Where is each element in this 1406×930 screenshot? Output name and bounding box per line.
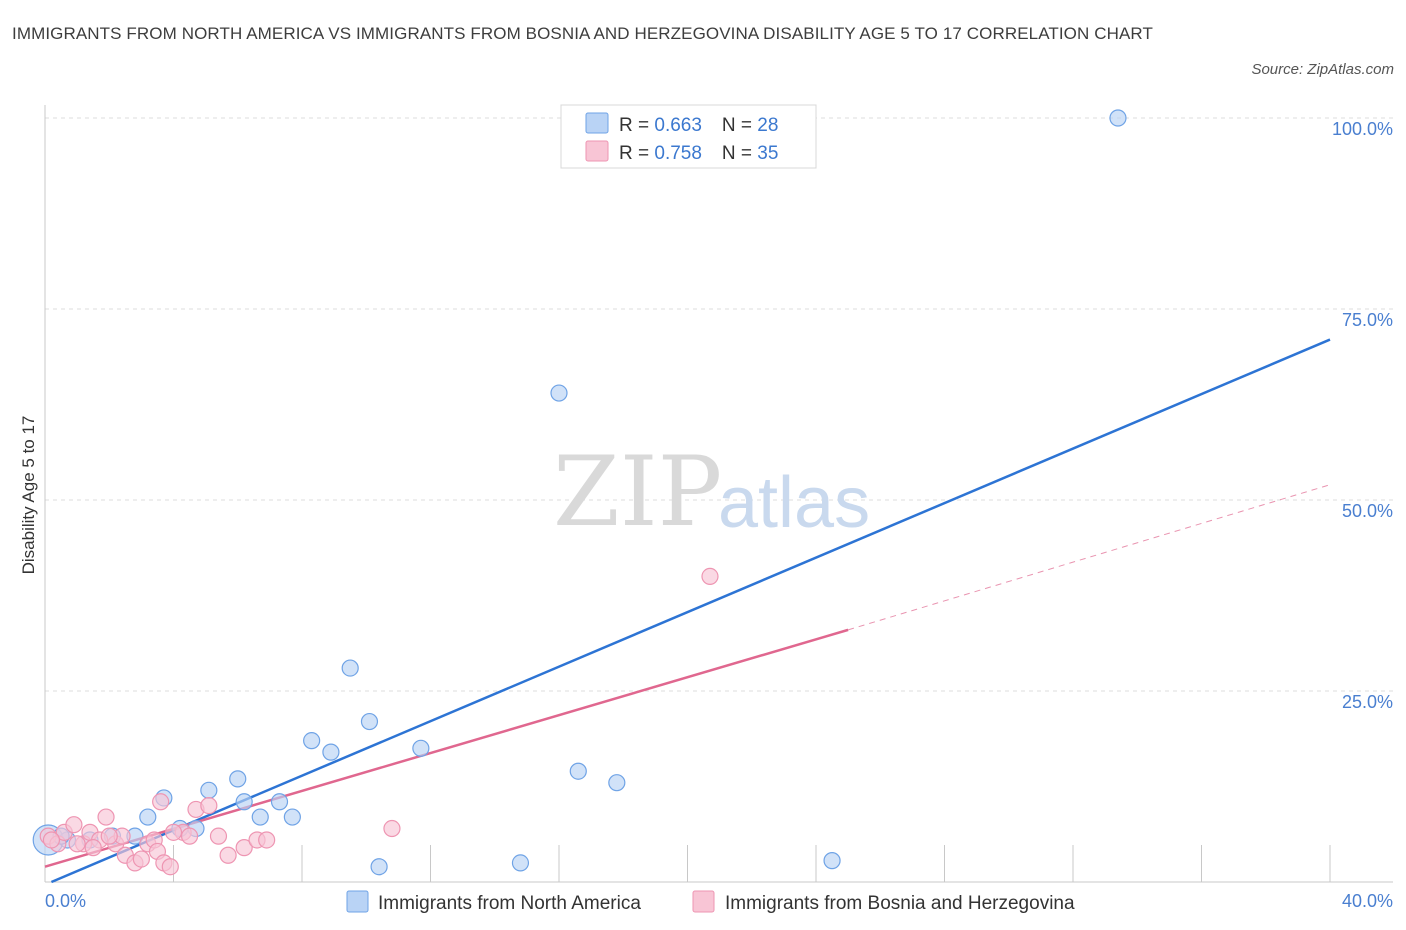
stats-legend: R = 0.663 N = 28 R = 0.758 N = 35 [560, 104, 817, 169]
trend-extension-series-1 [847, 484, 1331, 631]
y-tick-labels: 25.0% 50.0% 75.0% 100.0% [1332, 119, 1393, 712]
data-point-series-1 [132, 850, 150, 868]
legend-r-label-north-america: R = [619, 115, 654, 136]
data-point-series-0 [360, 712, 379, 731]
watermark: ZIP atlas [553, 436, 870, 548]
series-legend-label-bosnia: Immigrants from Bosnia and Herzegovina [725, 893, 1075, 914]
data-point-series-0 [341, 659, 359, 677]
data-point-series-1 [42, 831, 61, 849]
legend-row-bosnia: R = 0.758 N = 35 [619, 143, 778, 164]
y-tick-label: 100.0% [1332, 119, 1393, 139]
data-point-series-1 [209, 827, 228, 845]
watermark-zip: ZIP [553, 436, 722, 548]
series-legend-swatch-north-america [346, 890, 369, 913]
watermark-atlas: atlas [718, 463, 870, 543]
series-legend: Immigrants from North America Immigrants… [346, 890, 1075, 914]
legend-swatch-bosnia [585, 140, 609, 162]
data-point-series-1 [152, 793, 170, 811]
y-tick-label: 25.0% [1342, 692, 1393, 712]
y-tick-label: 50.0% [1342, 501, 1393, 521]
data-point-series-1 [200, 796, 218, 815]
data-point-series-0 [569, 762, 587, 780]
data-point-series-1 [84, 839, 102, 857]
data-point-series-1 [258, 831, 276, 849]
data-point-series-1 [68, 835, 86, 853]
data-point-series-0 [283, 808, 301, 826]
legend-row-north-america: R = 0.663 N = 28 [619, 115, 778, 136]
legend-n-value-north-america: 28 [757, 115, 778, 136]
data-point-series-1 [180, 827, 199, 845]
data-point-series-0 [139, 808, 157, 826]
x-tick-label-max: 40.0% [1342, 891, 1393, 911]
data-point-series-1 [235, 839, 253, 857]
data-point-series-0 [303, 732, 321, 750]
x-tick-label-min: 0.0% [45, 891, 86, 911]
legend-r-value-bosnia: 0.758 [654, 143, 702, 164]
y-tick-label: 75.0% [1342, 310, 1393, 330]
legend-r-label-bosnia: R = [619, 143, 654, 164]
legend-n-label-north-america: N = [722, 115, 757, 136]
data-point-series-0 [229, 770, 247, 788]
legend-n-label-bosnia: N = [722, 143, 757, 164]
data-point-series-1 [97, 808, 115, 826]
data-point-series-1 [383, 819, 401, 838]
trend-line-series-0 [50, 338, 1331, 884]
grid-lines [45, 117, 1393, 692]
data-point-series-1 [164, 823, 183, 841]
series-legend-label-north-america: Immigrants from North America [378, 893, 641, 914]
y-axis-label: Disability Age 5 to 17 [19, 416, 38, 575]
legend-r-value-north-america: 0.663 [654, 115, 702, 136]
data-point-series-0 [823, 852, 841, 870]
data-point-series-0 [370, 858, 388, 876]
data-point-series-1 [701, 567, 719, 586]
data-point-series-0 [251, 808, 269, 826]
source-label: Source: ZipAtlas.com [1251, 61, 1394, 78]
data-point-series-1 [100, 827, 118, 845]
series-legend-swatch-bosnia [692, 890, 715, 913]
data-point-series-0 [200, 781, 218, 799]
chart-title: IMMIGRANTS FROM NORTH AMERICA VS IMMIGRA… [12, 24, 1153, 43]
data-point-series-0 [608, 774, 626, 792]
data-point-series-0 [412, 739, 430, 757]
data-point-series-0 [550, 384, 568, 402]
data-point-series-0 [511, 854, 530, 872]
legend-swatch-north-america [585, 112, 609, 134]
data-point-series-1 [161, 858, 179, 876]
data-point-series-0 [235, 793, 253, 811]
axes [44, 105, 1393, 883]
data-point-series-0 [322, 743, 340, 761]
data-point-series-1 [219, 846, 237, 864]
data-point-series-1 [65, 816, 83, 834]
data-point-series-0 [270, 793, 289, 811]
data-point-series-0 [1109, 109, 1127, 127]
legend-n-value-bosnia: 35 [757, 143, 778, 164]
data-points [32, 109, 1127, 876]
